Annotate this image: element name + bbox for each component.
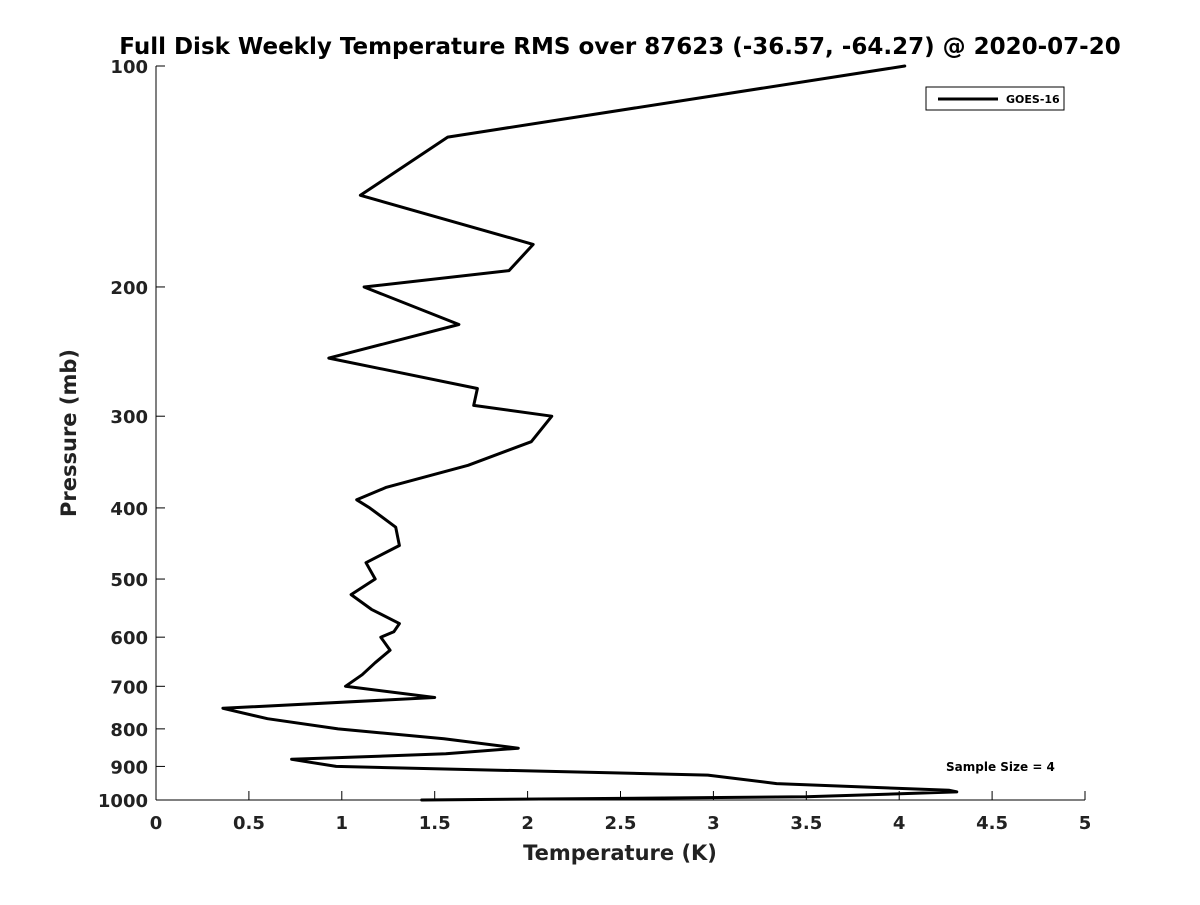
x-axis-label: Temperature (K) (523, 841, 717, 865)
x-tick-label: 0.5 (233, 813, 265, 834)
axes (155, 66, 1085, 801)
x-tick-label: 4.5 (976, 813, 1008, 834)
y-axis-label: Pressure (mb) (57, 349, 81, 517)
y-tick-label: 600 (110, 628, 148, 649)
legend-label-goes-16: GOES-16 (1006, 93, 1060, 106)
y-tick-label: 900 (110, 757, 148, 778)
y-tick-label: 500 (110, 570, 148, 591)
series-line-goes-16 (221, 64, 959, 802)
legend: GOES-16 (925, 86, 1065, 111)
x-tick-label: 1 (336, 813, 349, 834)
y-tick-label: 700 (110, 677, 148, 698)
series-layer (221, 64, 959, 802)
chart-title: Full Disk Weekly Temperature RMS over 87… (119, 34, 1121, 60)
tick-marks: 0 0.5 1 1.5 2 2.5 3 3.5 4 4.5 5 100 200 300 400 500 600 7… (98, 57, 1091, 834)
x-tick-label: 3.5 (790, 813, 822, 834)
y-tick-label: 1000 (98, 791, 148, 812)
sample-size-annotation: Sample Size = 4 (946, 760, 1055, 774)
y-tick-label: 300 (110, 407, 148, 428)
x-tick-label: 5 (1079, 813, 1092, 834)
x-tick-label: 4 (893, 813, 906, 834)
y-tick-label: 200 (110, 278, 148, 299)
y-tick-label: 800 (110, 720, 148, 741)
x-tick-label: 1.5 (419, 813, 451, 834)
x-tick-label: 2 (521, 813, 534, 834)
y-tick-label: 100 (110, 57, 148, 78)
x-tick-label: 2.5 (605, 813, 637, 834)
x-tick-label: 3 (707, 813, 720, 834)
x-tick-label: 0 (150, 813, 163, 834)
y-tick-label: 400 (110, 499, 148, 520)
